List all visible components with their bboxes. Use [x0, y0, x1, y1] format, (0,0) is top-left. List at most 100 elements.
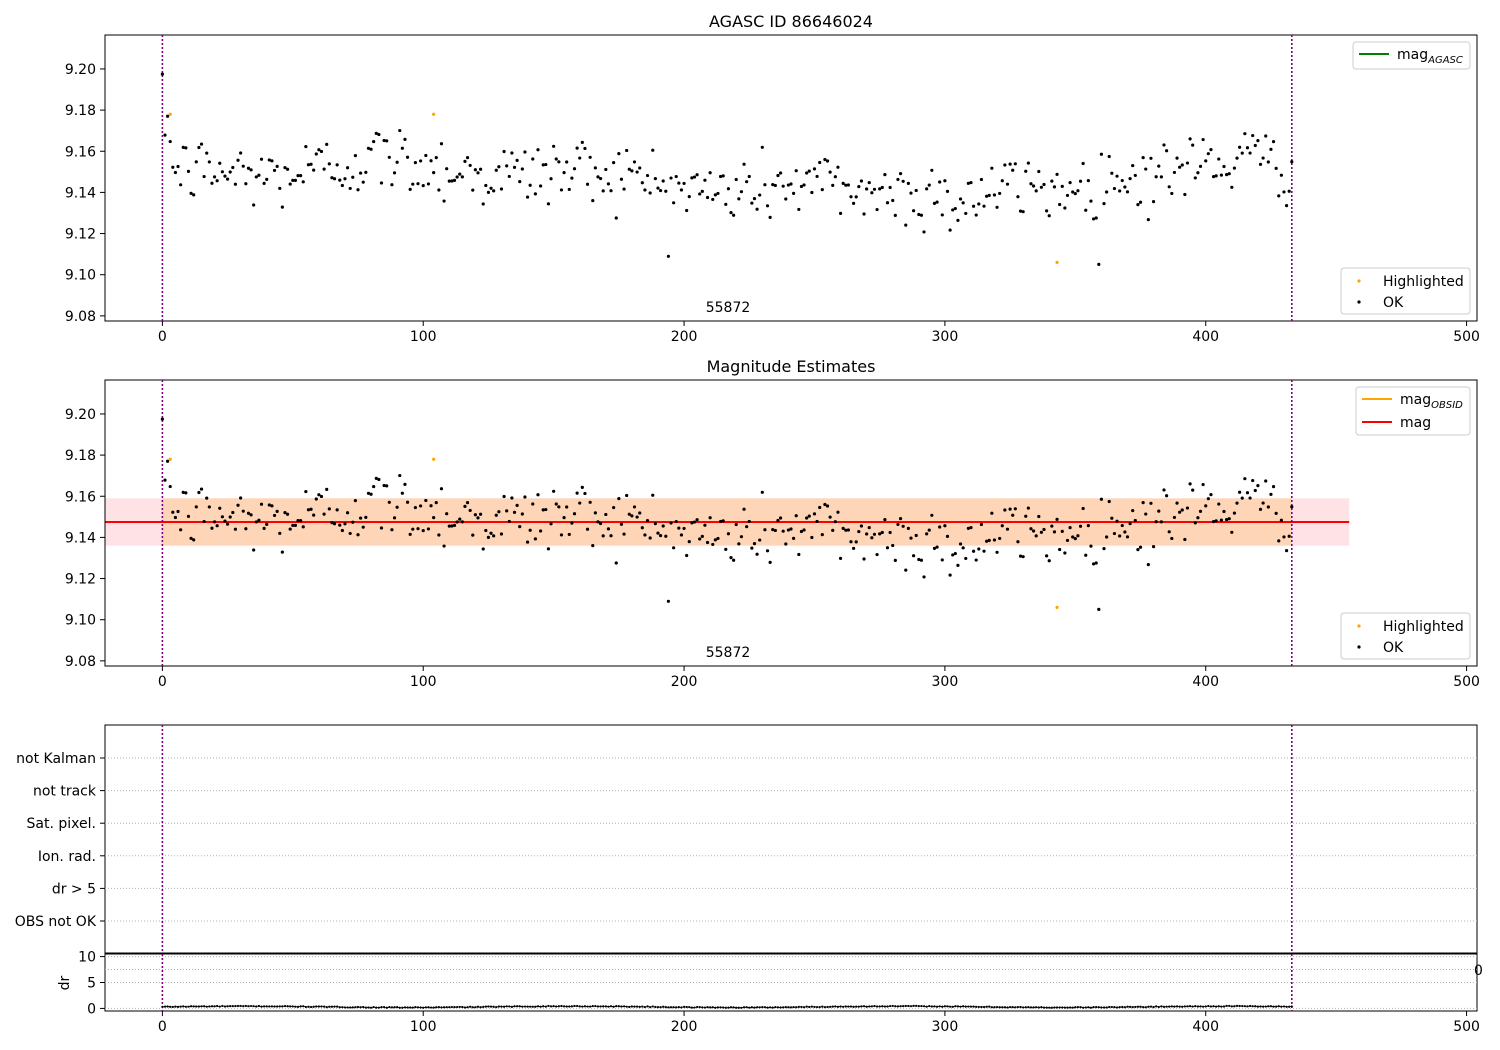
- data-point-ok: [1094, 561, 1098, 565]
- data-point-ok: [718, 519, 723, 524]
- data-point-ok: [252, 203, 256, 207]
- data-point-ok: [353, 154, 358, 158]
- data-point-ok: [703, 178, 707, 182]
- data-point-ok: [301, 180, 305, 184]
- data-point-ok: [601, 534, 605, 538]
- data-point-ok: [259, 502, 264, 506]
- data-point-ok: [1131, 508, 1135, 513]
- data-point-ok: [559, 188, 564, 192]
- panel-dr-y-axis: 0 5 10: [78, 950, 105, 1017]
- data-point-ok: [674, 174, 678, 179]
- data-point-ok: [651, 148, 655, 152]
- data-point-ok: [896, 522, 900, 527]
- data-point-ok: [1060, 529, 1064, 534]
- data-point-ok: [1058, 202, 1062, 207]
- data-point-ok: [202, 174, 206, 179]
- data-point-ok: [538, 529, 543, 533]
- data-point-ok: [747, 174, 751, 179]
- data-point-ok: [932, 546, 937, 551]
- data-point-ok: [919, 558, 924, 562]
- data-point-ok: [293, 178, 298, 182]
- data-point-ok: [562, 171, 566, 175]
- x-tick-label: 100: [410, 674, 437, 690]
- data-point-ok: [400, 491, 404, 495]
- data-point-ok: [416, 527, 420, 531]
- data-point-ok: [1277, 539, 1281, 543]
- data-point-ok: [1102, 546, 1106, 551]
- x-tick-label: 200: [671, 1019, 698, 1035]
- data-point-ok: [797, 207, 801, 212]
- data-point-ok: [1141, 501, 1145, 505]
- data-point-ok: [212, 175, 217, 179]
- data-point-ok: [432, 171, 436, 175]
- data-point-ok: [904, 568, 908, 572]
- data-point-ok: [1264, 134, 1268, 138]
- data-point-ok: [552, 489, 556, 493]
- data-point-ok: [1138, 545, 1143, 549]
- data-point-ok: [632, 160, 637, 164]
- data-point-ok: [1217, 502, 1221, 506]
- data-point-ok: [236, 158, 240, 162]
- data-point-highlighted: [432, 457, 436, 461]
- data-point-ok: [1099, 497, 1103, 501]
- data-point-ok: [1110, 171, 1114, 175]
- data-point-ok: [345, 511, 350, 515]
- data-point-ok: [1261, 501, 1265, 505]
- data-point-ok: [377, 132, 381, 137]
- data-point-ok: [922, 575, 926, 579]
- data-point-ok: [1224, 173, 1229, 177]
- panel-flags-epoch-lines: [161, 725, 1293, 953]
- data-point-ok: [1086, 524, 1090, 528]
- data-point-ok: [961, 546, 965, 550]
- data-point-highlighted: [1055, 605, 1059, 609]
- data-point-ok: [1183, 192, 1187, 197]
- data-point-ok: [1271, 140, 1276, 144]
- data-point-ok: [765, 549, 770, 553]
- data-point-ok: [888, 530, 892, 535]
- data-point-ok: [578, 156, 582, 160]
- data-point-ok: [343, 522, 347, 526]
- data-point-ok: [293, 523, 298, 527]
- panel-magnitude-points: [160, 417, 1294, 611]
- data-point-ok: [1078, 524, 1083, 528]
- data-point-ok: [1167, 185, 1171, 189]
- data-point-ok: [979, 177, 984, 182]
- data-point-ok: [716, 191, 720, 196]
- data-point-ok: [317, 148, 321, 152]
- data-point-ok: [254, 175, 258, 179]
- data-point-ok: [1274, 511, 1278, 515]
- data-point-ok: [682, 526, 686, 531]
- data-point-ok: [382, 138, 386, 143]
- data-point-ok: [1232, 511, 1237, 515]
- data-point-ok: [1003, 163, 1007, 167]
- data-point-ok: [1149, 156, 1153, 160]
- data-point-ok: [429, 504, 433, 508]
- data-point-ok: [914, 188, 918, 193]
- data-point-ok: [760, 145, 764, 149]
- data-point-ok: [745, 180, 749, 184]
- data-point-ok: [771, 527, 775, 532]
- data-point-ok: [1204, 159, 1208, 163]
- data-point-ok: [758, 193, 762, 197]
- data-point-ok: [880, 185, 884, 190]
- data-point-ok: [1026, 161, 1030, 165]
- data-point-ok: [330, 176, 334, 180]
- data-point-ok: [512, 165, 517, 169]
- data-point-ok: [207, 160, 211, 164]
- x-tick-label: 400: [1192, 329, 1219, 345]
- data-point-ok: [1003, 508, 1007, 512]
- data-point-ok: [283, 166, 287, 170]
- data-point-ok: [385, 139, 389, 143]
- data-point-ok: [638, 511, 642, 515]
- x-tick-label: 100: [410, 329, 437, 345]
- data-point-ok: [1151, 200, 1156, 204]
- data-point-ok: [1094, 216, 1098, 220]
- data-point-ok: [1081, 161, 1085, 166]
- data-point-ok: [585, 182, 590, 186]
- data-point-ok: [275, 164, 279, 169]
- data-point-ok: [1099, 152, 1103, 156]
- data-point-ok: [711, 197, 715, 202]
- data-point-ok: [985, 194, 989, 198]
- dr-point: [1290, 1005, 1293, 1008]
- data-point-ok: [398, 128, 402, 133]
